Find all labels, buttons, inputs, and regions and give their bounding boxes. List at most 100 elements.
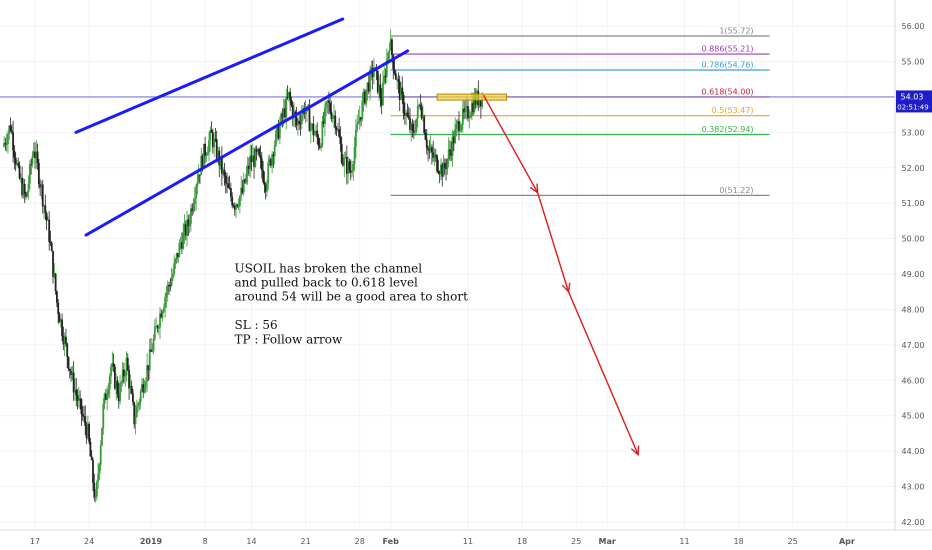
price-axis[interactable]: 42.00 43.00 44.00 45.00 46.00 47.00 48.00 49.00… <box>894 0 925 530</box>
candle-body <box>376 70 379 93</box>
candle-body <box>89 441 92 457</box>
candle-body <box>39 184 42 188</box>
price-tick-label: 55.00 <box>902 58 925 67</box>
candle-body <box>342 162 344 166</box>
rising-channel[interactable] <box>74 17 410 237</box>
short-entry-zone[interactable] <box>436 93 508 101</box>
candle-body <box>90 456 93 460</box>
candle-body <box>205 155 208 157</box>
candle-body <box>470 103 473 116</box>
price-tick-label: 52.00 <box>902 164 925 173</box>
candle-body <box>370 67 373 70</box>
arrow-segment[interactable] <box>536 192 570 292</box>
arrow-head[interactable] <box>630 445 640 457</box>
candle-body <box>327 100 330 103</box>
candle-body <box>16 163 18 165</box>
candle-body <box>397 79 400 82</box>
candle-body <box>433 155 436 158</box>
candle-body <box>322 121 325 124</box>
candle-body <box>8 125 11 135</box>
price-tick-label: 44.00 <box>902 447 925 456</box>
candle-body <box>204 143 207 156</box>
candle-body <box>284 108 286 118</box>
candle-body <box>18 165 21 179</box>
channel-lower-line[interactable] <box>84 49 410 237</box>
candle-body <box>329 102 332 112</box>
fib-level-label: 0.786(54.76) <box>702 61 754 70</box>
candle-body <box>148 349 151 371</box>
candle-body <box>384 75 387 78</box>
candle-body <box>188 223 191 227</box>
projection-arrow[interactable] <box>482 94 640 457</box>
fib-level-label: 0(51.22) <box>719 186 753 195</box>
price-tick-label: 56.00 <box>902 22 925 31</box>
price-badge-countdown: 02:51:49 <box>897 103 928 111</box>
candle-body <box>235 204 237 210</box>
candle-body <box>104 393 107 400</box>
candle-body <box>255 148 258 153</box>
candle-body <box>300 115 303 125</box>
candle-body <box>133 402 136 425</box>
candle-body <box>461 108 464 125</box>
candle-body <box>409 118 411 130</box>
candle-body <box>273 145 276 157</box>
candle-body <box>141 384 143 392</box>
candle-body <box>186 219 188 236</box>
arrow-segment[interactable] <box>567 291 639 455</box>
candle-body <box>162 307 165 312</box>
candle-body <box>429 147 432 151</box>
time-tick-label: 2019 <box>140 537 163 546</box>
candle-body <box>443 162 446 168</box>
candle-body <box>108 376 111 390</box>
candle-body <box>313 133 316 136</box>
candle-body <box>107 389 110 395</box>
time-tick-label: 21 <box>301 537 311 546</box>
candle-body <box>431 147 433 153</box>
channel-upper-line[interactable] <box>74 17 345 134</box>
candle-body <box>468 117 471 119</box>
candle-body <box>269 159 272 166</box>
candle-body <box>66 343 69 358</box>
candle-body <box>237 205 240 207</box>
candle-body <box>343 157 346 166</box>
candle-body <box>116 380 119 395</box>
candle-body <box>236 204 239 206</box>
candle-body <box>272 154 275 157</box>
candle-body <box>412 130 415 133</box>
candle-body <box>364 91 366 104</box>
candle-body <box>199 174 201 176</box>
candle-body <box>134 416 137 425</box>
candle-body <box>291 105 294 119</box>
candle-body <box>155 325 158 327</box>
candle-body <box>423 116 426 133</box>
candle-body <box>213 139 216 148</box>
candle-body <box>241 187 244 193</box>
candle-body <box>219 156 222 166</box>
candle-body <box>251 155 254 163</box>
time-tick-label: 25 <box>571 537 581 546</box>
candle-body <box>13 150 16 158</box>
candle-body <box>373 70 375 77</box>
candle-body <box>129 385 132 389</box>
candle-body <box>95 481 98 497</box>
candle-body <box>349 170 352 173</box>
candle-body <box>387 52 390 60</box>
candle-body <box>278 124 281 139</box>
candle-body <box>415 118 418 132</box>
candle-body <box>231 196 234 206</box>
candle-body <box>335 127 338 131</box>
price-tick-label: 53.00 <box>902 128 925 137</box>
candle-body <box>150 349 152 352</box>
candle-body <box>385 59 388 78</box>
time-axis[interactable]: 17 24 2019 8 14 21 28 Feb 11 18 25 Mar 11 18 25 Apr <box>0 529 932 546</box>
arrow-segment[interactable] <box>482 94 539 193</box>
candle-body <box>43 205 45 207</box>
candle-body <box>427 147 429 150</box>
candle-body <box>369 69 371 92</box>
candle-body <box>178 243 181 257</box>
candle-body <box>463 108 466 113</box>
time-tick-label: 18 <box>734 537 744 546</box>
candle-body <box>365 89 368 104</box>
candle-body <box>464 107 467 113</box>
